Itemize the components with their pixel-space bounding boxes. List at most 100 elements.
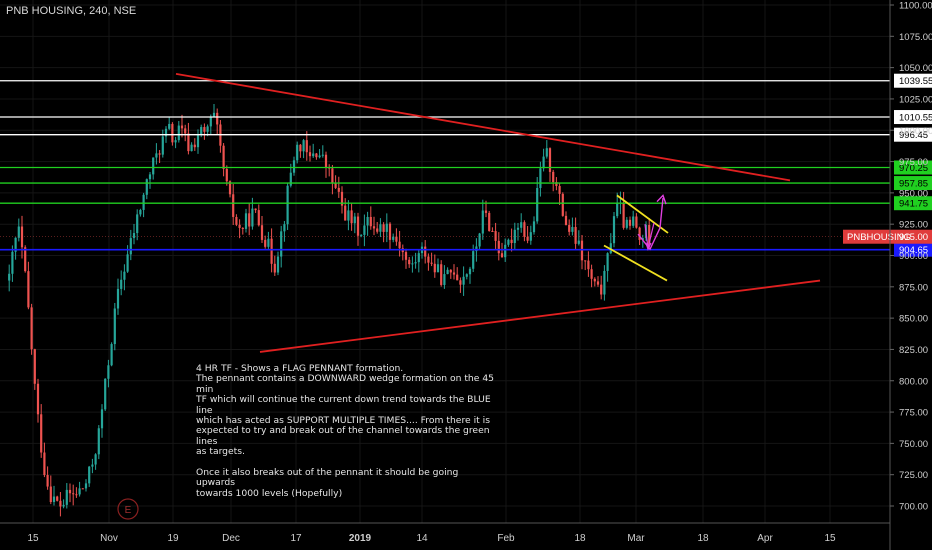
candle-body [638, 227, 641, 240]
candle-body [520, 222, 523, 228]
note-line: expected to try and break out of the cha… [196, 425, 493, 447]
candle-body [248, 213, 251, 227]
candle-body [472, 251, 475, 269]
event-marker-label[interactable]: E [125, 505, 132, 516]
candle-body [97, 428, 100, 455]
candle-body [200, 127, 203, 135]
candle-body [203, 127, 206, 132]
candle-body [385, 223, 388, 232]
candles [8, 103, 651, 517]
candle-body [462, 276, 465, 285]
x-tick-label: Dec [222, 533, 240, 544]
candle-body [558, 186, 561, 194]
candle-body [123, 271, 126, 280]
candle-body [632, 216, 635, 226]
candle-body [190, 144, 193, 152]
candle-body [244, 213, 248, 229]
candle-body [62, 504, 65, 507]
note-line: towards 1000 levels (Hopefully) [196, 487, 343, 499]
candle-body [171, 123, 174, 143]
candle-body [641, 238, 644, 240]
candle-body [126, 254, 129, 272]
candle-body [408, 259, 411, 265]
event-marker-circle[interactable] [117, 498, 139, 520]
candle-body [283, 224, 286, 232]
price-level-tag [894, 160, 932, 175]
candle-body [11, 251, 14, 274]
candle-body [372, 226, 376, 229]
candle-body [478, 233, 481, 247]
candle-body [468, 268, 472, 275]
candle-body [315, 153, 318, 158]
candle-body [507, 239, 510, 245]
candle-body [235, 216, 238, 225]
candle-body [148, 174, 152, 180]
candle-body [356, 216, 360, 236]
candle-body [536, 188, 539, 222]
candle-body [49, 486, 52, 503]
price-level-label: 1039.55 [899, 76, 932, 87]
candle-body [52, 496, 56, 503]
candle-body [574, 226, 577, 244]
candle-body [616, 203, 619, 217]
candle-body [84, 483, 88, 489]
candle-body [568, 224, 571, 232]
y-tick-label: 725.00 [899, 470, 928, 481]
candle-body [251, 208, 254, 227]
candle-body [561, 193, 564, 216]
candle-body [456, 274, 459, 281]
chart-title: PNB HOUSING, 240, NSE [6, 5, 137, 17]
note-line: 4 HR TF - Shows a FLAG PENNANT formation… [196, 363, 404, 374]
candle-body [459, 280, 462, 285]
candle-body [33, 349, 36, 384]
candle-body [593, 278, 596, 282]
candle-body [596, 281, 600, 285]
candle-body [14, 237, 17, 252]
candle-body [158, 153, 161, 155]
candle-body [548, 148, 552, 172]
candle-body [43, 452, 46, 475]
candle-body [254, 208, 257, 211]
x-tick-label: 2019 [349, 533, 372, 544]
candle-body [136, 214, 139, 234]
candle-body [152, 157, 155, 175]
x-tick-label: 17 [290, 533, 302, 544]
x-tick-label: 19 [167, 533, 179, 544]
candle-body [312, 153, 315, 157]
trendline [259, 279, 821, 353]
candle-body [264, 239, 267, 247]
candle-body [88, 466, 91, 484]
candle-body [513, 229, 516, 244]
candle-body [238, 224, 241, 228]
candle-body [260, 225, 264, 240]
candle-body [145, 179, 148, 195]
candle-body [24, 247, 27, 272]
x-tick-label: 15 [824, 533, 836, 544]
candle-body [523, 222, 526, 237]
candle-body [196, 134, 200, 148]
candle-body [68, 489, 72, 494]
candle-body [292, 160, 296, 173]
candle-body [107, 365, 110, 379]
event-marker[interactable]: E [117, 498, 139, 520]
note-line: TF which will continue the current down … [196, 394, 494, 416]
candle-body [8, 273, 11, 281]
candle-body [360, 234, 363, 236]
candle-body [46, 474, 49, 487]
candle-body [504, 244, 507, 258]
candle-body [424, 246, 427, 257]
candle-body [612, 216, 616, 244]
candle-body [120, 279, 123, 289]
candle-body [580, 240, 584, 261]
x-tick-label: 15 [27, 533, 39, 544]
y-tick-label: 800.00 [899, 376, 928, 387]
candle-body [500, 253, 504, 258]
candle-body [267, 238, 270, 247]
candle-body [139, 209, 142, 215]
candle-body [635, 216, 638, 228]
candle-body [72, 493, 75, 495]
candle-body [603, 270, 606, 295]
note-line: which has acted as SUPPORT MULTIPLE TIME… [196, 415, 491, 427]
note-line: as targets. [196, 446, 245, 458]
